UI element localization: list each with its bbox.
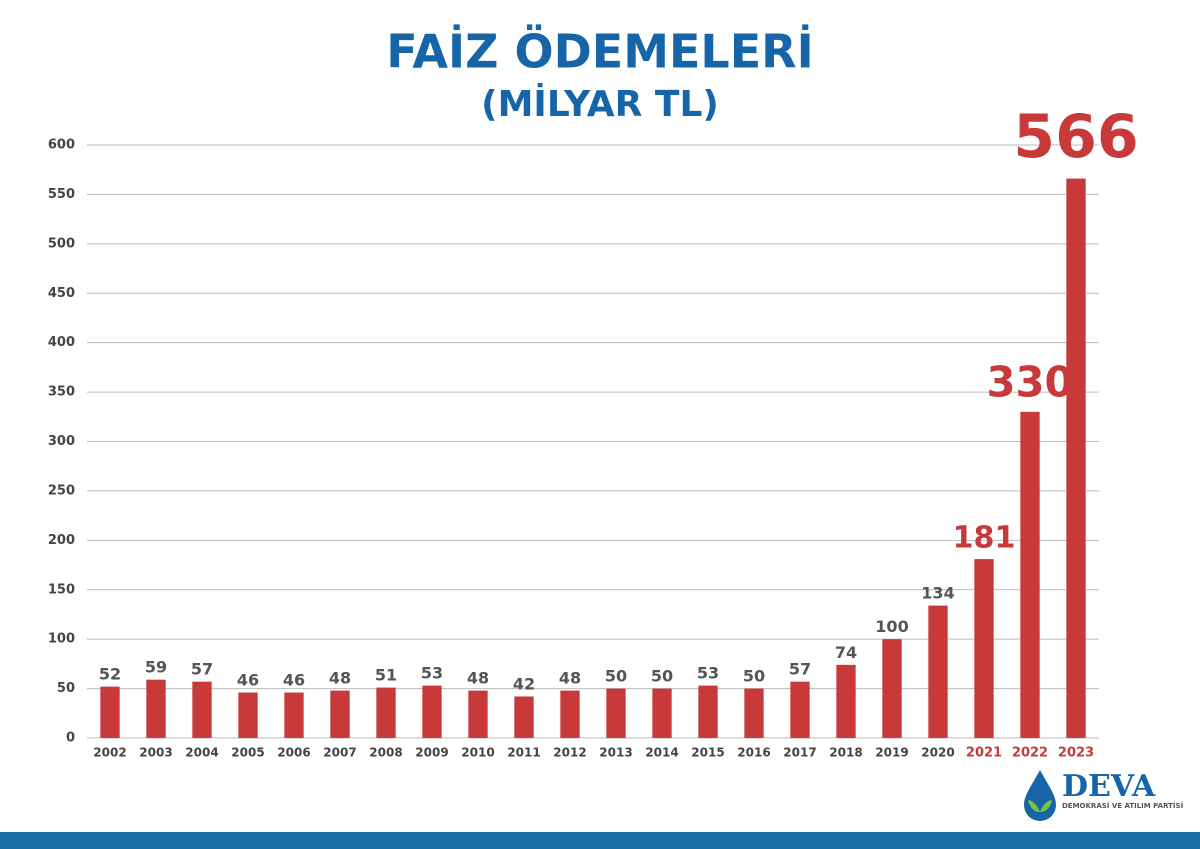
value-label: 46 [283,670,305,689]
value-label: 50 [743,666,765,685]
x-tick-label: 2021 [966,746,1002,761]
value-label: 50 [605,666,627,685]
chart-title: FAİZ ÖDEMELERİ [386,25,813,79]
bar [192,681,212,738]
footer-stripe [0,832,1200,849]
value-label: 566 [1013,102,1139,172]
bar [606,688,626,738]
bar [514,696,534,738]
bar [836,664,856,738]
x-tick-label: 2019 [875,746,908,760]
x-tick-label: 2018 [829,746,862,760]
chart-subtitle: (MİLYAR TL) [481,83,719,125]
bar [790,681,810,738]
x-tick-label: 2006 [277,746,310,760]
bar [1066,178,1086,738]
y-tick-label: 450 [48,286,75,301]
y-tick-label: 200 [48,533,75,548]
x-tick-label: 2002 [93,746,126,760]
value-label: 53 [697,664,719,683]
bar [100,686,120,738]
bar [1020,411,1040,738]
value-label: 57 [191,660,213,679]
x-tick-label: 2007 [323,746,356,760]
value-label: 42 [513,674,535,693]
value-label: 46 [237,670,259,689]
value-label: 48 [329,668,351,687]
bar [698,685,718,738]
bar [468,690,488,738]
x-tick-label: 2012 [553,746,586,760]
y-tick-label: 0 [66,731,75,746]
x-tick-label: 2008 [369,746,402,760]
y-tick-label: 250 [48,483,75,498]
value-label: 48 [559,668,581,687]
x-tick-label: 2003 [139,746,172,760]
bar [146,679,166,738]
x-tick-label: 2010 [461,746,494,760]
bar [284,692,304,738]
value-label: 57 [789,660,811,679]
x-tick-label: 2005 [231,746,264,760]
value-label: 48 [467,668,489,687]
bar [330,690,350,738]
bar [652,688,672,738]
y-tick-label: 50 [57,681,75,696]
value-label: 181 [953,521,1016,556]
value-label: 59 [145,658,167,677]
y-tick-label: 400 [48,335,75,350]
bar [422,685,442,738]
x-tick-label: 2015 [691,746,724,760]
bar [744,688,764,738]
y-tick-label: 150 [48,582,75,597]
x-tick-label: 2023 [1058,746,1094,761]
x-tick-label: 2011 [507,746,540,760]
x-tick-label: 2017 [783,746,816,760]
bar [928,605,948,738]
value-label: 330 [986,357,1073,406]
value-label: 52 [99,665,121,684]
bar [882,639,902,738]
y-tick-label: 600 [48,138,75,153]
bar [376,687,396,738]
x-tick-label: 2020 [921,746,954,760]
value-label: 100 [875,617,908,636]
value-label: 134 [921,583,954,602]
x-tick-label: 2014 [645,746,678,760]
y-tick-label: 100 [48,632,75,647]
x-tick-label: 2013 [599,746,632,760]
bar [560,690,580,738]
x-tick-label: 2022 [1012,746,1048,761]
value-label: 53 [421,664,443,683]
value-label: 50 [651,666,673,685]
y-tick-label: 300 [48,434,75,449]
y-tick-label: 500 [48,236,75,251]
value-label: 74 [835,643,857,662]
value-label: 51 [375,665,397,684]
y-tick-label: 350 [48,385,75,400]
y-tick-label: 550 [48,187,75,202]
logo: DEVA DEMOKRASİ VE ATILIM PARTİSİ [1024,769,1183,821]
logo-leaf [1028,800,1052,812]
x-tick-label: 2016 [737,746,770,760]
bar [238,692,258,738]
logo-name: DEVA [1062,769,1156,804]
x-tick-label: 2004 [185,746,218,760]
logo-tagline: DEMOKRASİ VE ATILIM PARTİSİ [1062,801,1183,810]
bar [974,559,994,738]
x-tick-label: 2009 [415,746,448,760]
